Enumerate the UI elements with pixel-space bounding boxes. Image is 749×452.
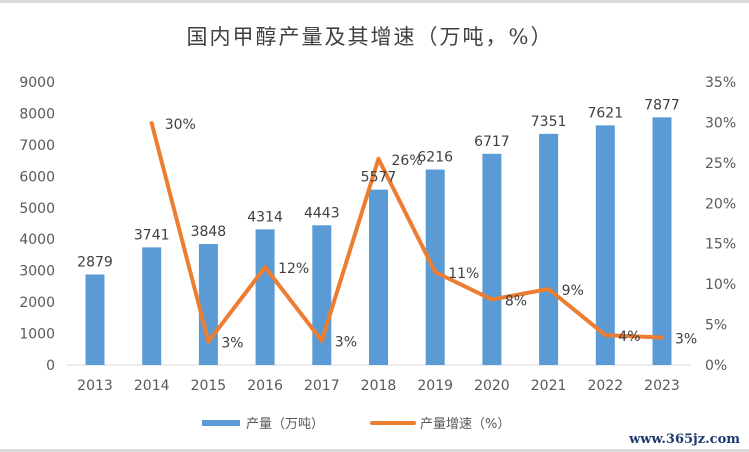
bar [425, 169, 445, 365]
left-tick-label: 4000 [19, 232, 55, 248]
line-point [263, 265, 268, 270]
line-data-label: 30% [165, 117, 196, 133]
left-tick-label: 8000 [19, 106, 55, 122]
legend-swatch-bar [202, 420, 240, 426]
line-data-label: 8% [505, 294, 527, 310]
bar [255, 229, 275, 365]
bar [652, 117, 672, 366]
x-tick-label: 2015 [191, 378, 227, 394]
right-tick-label: 30% [705, 115, 736, 131]
line-data-label: 12% [278, 261, 309, 277]
x-tick-label: 2021 [531, 378, 567, 394]
bar-data-label: 6717 [474, 134, 510, 150]
line-data-label: 26% [392, 153, 423, 169]
left-tick-label: 0 [46, 358, 55, 374]
line-point [206, 339, 211, 344]
growth-line [149, 121, 664, 344]
bar-data-label: 7877 [644, 97, 680, 113]
line-data-label: 9% [562, 283, 584, 299]
bar [198, 244, 218, 365]
bar [85, 274, 105, 365]
x-tick-label: 2017 [304, 378, 340, 394]
bar [312, 225, 332, 365]
bar-data-label: 3848 [191, 224, 227, 240]
left-tick-label: 6000 [19, 169, 55, 185]
bar-data-label: 6216 [417, 150, 453, 166]
x-tick-label: 2013 [77, 378, 113, 394]
left-tick-label: 2000 [19, 295, 55, 311]
right-tick-label: 10% [705, 277, 736, 293]
bar-data-label: 3741 [134, 227, 170, 243]
x-tick-label: 2018 [361, 378, 397, 394]
x-tick-label: 2014 [134, 378, 170, 394]
bar [142, 247, 162, 365]
bar-data-label: 7351 [531, 114, 567, 130]
watermark: www.365jz.com [628, 432, 740, 447]
right-tick-label: 25% [705, 156, 736, 172]
right-tick-label: 0% [705, 358, 727, 374]
line-point [149, 121, 154, 126]
bar-data-label: 7621 [587, 105, 623, 121]
right-tick-label: 20% [705, 196, 736, 212]
line-point [319, 338, 324, 343]
line-data-label: 11% [448, 266, 479, 282]
left-tick-label: 7000 [19, 138, 55, 154]
line-point [376, 156, 381, 161]
x-tick-label: 2022 [587, 378, 623, 394]
x-tick-label: 2020 [474, 378, 510, 394]
right-tick-label: 15% [705, 237, 736, 253]
left-tick-label: 1000 [19, 327, 55, 343]
x-tick-label: 2019 [417, 378, 453, 394]
bar [482, 153, 502, 365]
line-data-label: 4% [618, 329, 640, 345]
bar-data-label: 4443 [304, 205, 340, 221]
bar-data-label: 2879 [77, 254, 113, 270]
x-tick-label: 2016 [247, 378, 283, 394]
bar [539, 133, 559, 365]
line-point [433, 270, 438, 275]
line-point [489, 297, 494, 302]
left-tick-label: 3000 [19, 264, 55, 280]
line-point [546, 286, 551, 291]
line-data-label: 3% [221, 336, 243, 352]
line-point [660, 335, 664, 340]
line-data-label: 3% [335, 335, 357, 351]
legend-label-bar: 产量（万吨） [246, 417, 324, 432]
chart-title: 国内甲醇产量及其增速（万吨，%） [187, 25, 554, 49]
left-tick-label: 9000 [19, 75, 55, 91]
legend-label-line: 产量增速（%） [420, 417, 510, 432]
right-tick-label: 35% [705, 75, 736, 91]
bar [595, 125, 615, 366]
line-point [603, 333, 608, 338]
bar-data-label: 5577 [361, 170, 397, 186]
bar-data-label: 4314 [247, 209, 283, 225]
chart-svg: 国内甲醇产量及其增速（万吨，%） 0 1000 2000 3000 4000 5000 60… [19, 25, 740, 447]
line-data-label: 3% [675, 332, 697, 348]
x-tick-label: 2023 [644, 378, 680, 394]
bar [369, 189, 388, 365]
left-tick-label: 5000 [19, 201, 55, 217]
right-tick-label: 5% [705, 318, 727, 334]
